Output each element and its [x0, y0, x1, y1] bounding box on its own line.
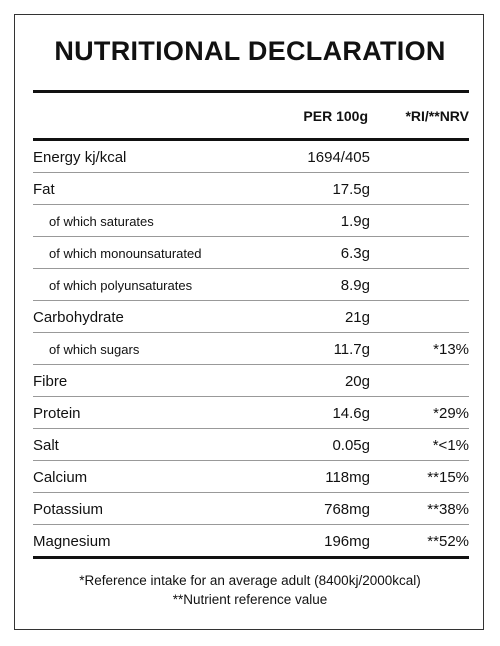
ri-value: *29%: [433, 405, 469, 422]
divider: [33, 138, 469, 141]
per-100g-value: 768mg: [324, 501, 370, 518]
table-row: Energy kj/kcal 1694/405: [33, 141, 469, 173]
ri-value: *<1%: [432, 437, 469, 454]
title: NUTRITIONAL DECLARATION: [54, 36, 446, 66]
row-label: Fibre: [33, 373, 68, 390]
per-100g-value: 118mg: [325, 469, 370, 486]
per-100g-value: 17.5g: [332, 181, 370, 198]
per-100g-value: 1.9g: [340, 213, 370, 230]
row-label: of which polyunsaturates: [49, 278, 193, 293]
table-row: Magnesium 196mg **52%: [33, 525, 469, 556]
ri-value: **15%: [427, 469, 469, 486]
row-label: Potassium: [33, 501, 104, 518]
per-100g-value: 21g: [344, 309, 370, 326]
table-row: of which sugars 11.7g *13%: [33, 333, 469, 365]
per-100g-value: 0.05g: [332, 437, 370, 454]
row-label: Carbohydrate: [33, 309, 124, 326]
per-100g-value: 1694/405: [307, 149, 370, 166]
row-label: Energy kj/kcal: [33, 149, 127, 166]
row-label: Magnesium: [33, 533, 111, 550]
table-row: Salt 0.05g *<1%: [33, 429, 469, 461]
table-row: Protein 14.6g *29%: [33, 397, 469, 429]
row-label: of which saturates: [49, 214, 154, 229]
row-label: Salt: [33, 437, 59, 454]
table-row: of which polyunsaturates 8.9g: [33, 269, 469, 301]
per-100g-value: 6.3g: [340, 245, 370, 262]
ri-value: **52%: [427, 533, 469, 550]
divider: [33, 90, 469, 93]
per-100g-value: 11.7g: [333, 341, 370, 358]
table-row: Potassium 768mg **38%: [33, 493, 469, 525]
ri-value: *13%: [433, 341, 469, 358]
row-label: Protein: [33, 405, 81, 422]
column-header: *RI/**NRV: [405, 108, 469, 124]
frame: [14, 14, 484, 630]
table-row: of which monounsaturated 6.3g: [33, 237, 469, 269]
column-header: PER 100g: [303, 108, 368, 124]
row-label: of which sugars: [49, 342, 140, 357]
table-row: Fat 17.5g: [33, 173, 469, 205]
footnote: **Nutrient reference value: [172, 592, 328, 607]
ri-value: **38%: [427, 501, 469, 518]
table-row: Carbohydrate 21g: [33, 301, 469, 333]
table-row: Calcium 118mg **15%: [33, 461, 469, 493]
row-label: of which monounsaturated: [49, 246, 202, 261]
row-label: Fat: [33, 181, 55, 198]
per-100g-value: 20g: [344, 373, 370, 390]
per-100g-value: 196mg: [324, 533, 370, 550]
footnote: *Reference intake for an average adult (…: [79, 573, 421, 588]
row-label: Calcium: [33, 469, 88, 486]
divider: [33, 556, 469, 559]
table-row: of which saturates 1.9g: [33, 205, 469, 237]
table-row: Fibre 20g: [33, 365, 469, 397]
per-100g-value: 14.6g: [332, 405, 370, 422]
per-100g-value: 8.9g: [340, 277, 370, 294]
